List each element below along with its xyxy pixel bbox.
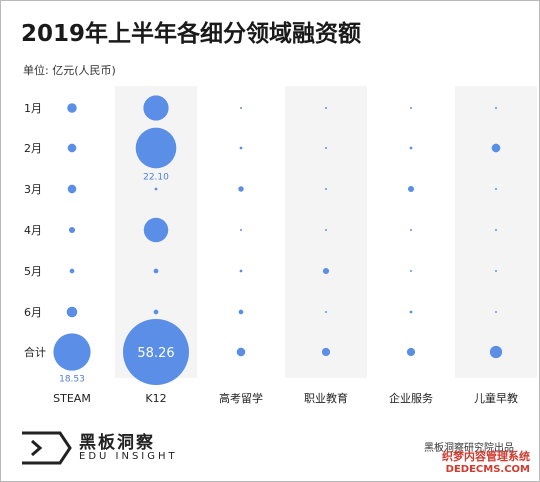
data-bubble [410,107,412,109]
column-band [285,86,367,378]
data-bubble [143,217,169,243]
data-bubble [67,143,77,153]
category-label: 儿童早教 [474,391,518,405]
data-bubble [495,188,497,190]
data-bubble [135,127,177,169]
data-bubble [67,184,77,194]
data-bubble [240,107,242,109]
watermark-line2: DEDECMS.COM [445,464,530,475]
category-label: K12 [145,392,166,405]
row-label: 2月 [24,142,42,155]
data-bubble [68,226,76,234]
data-bubble [69,268,75,274]
data-bubble [53,333,91,371]
data-bubble [325,188,327,190]
data-bubble [495,229,497,231]
data-bubble [495,311,497,313]
data-bubble [66,306,78,318]
row-label: 合计 [24,345,46,359]
data-bubble [239,146,243,150]
edu-insight-logo-icon [22,431,72,465]
data-bubble [325,107,327,109]
data-bubble [489,345,503,359]
data-bubble [239,269,243,273]
category-label: 职业教育 [304,391,348,405]
data-bubble [495,107,497,109]
data-bubble [495,270,497,272]
data-bubble [491,143,501,153]
category-label: 企业服务 [389,391,433,405]
data-bubble [325,311,327,313]
data-bubble [67,103,77,113]
logo-english: EDU INSIGHT [79,451,178,462]
logo-chinese: 黑板洞察 [79,433,155,453]
row-label: 5月 [24,265,42,278]
data-bubble [236,347,246,357]
data-bubble [238,186,244,192]
column-band [455,86,537,378]
data-bubble [153,268,159,274]
data-bubble [325,147,327,149]
data-bubble [322,267,330,275]
data-bubble [407,185,415,193]
row-label: 1月 [24,102,42,115]
category-label: 高考留学 [219,391,263,405]
data-bubble [321,347,331,357]
row-label: 4月 [24,224,42,237]
data-bubble [154,187,158,191]
data-bubble [325,229,327,231]
data-bubble [410,270,412,272]
row-label: 6月 [24,306,42,319]
data-label: 58.26 [137,346,174,361]
data-label: 18.53 [59,375,85,385]
data-bubble [143,95,169,121]
data-bubble [238,309,244,315]
row-label: 3月 [24,183,42,196]
data-bubble [410,229,412,231]
watermark-line1: 织梦内容管理系统 [442,450,530,463]
category-label: STEAM [53,392,91,405]
data-bubble [409,310,413,314]
unit-label: 单位: 亿元(人民币) [23,64,116,77]
chart-title: 2019年上半年各细分领域融资额 [21,21,362,47]
data-label: 22.10 [143,172,169,182]
data-bubble [153,309,159,315]
data-bubble [409,146,413,150]
data-bubble [406,347,416,357]
source-note: 黑板洞察研究院出品 [424,443,514,454]
data-bubble [123,319,189,385]
data-bubble [240,229,242,231]
